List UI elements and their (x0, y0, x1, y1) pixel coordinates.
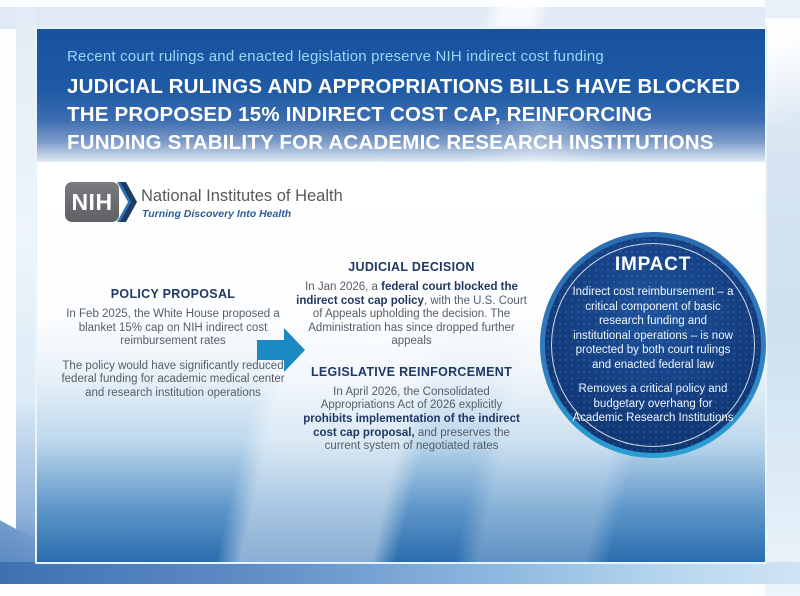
impact-paragraph-1: Indirect cost reimbursement – a critical… (572, 286, 734, 371)
header-subtitle: Recent court rulings and enacted legisla… (67, 48, 604, 65)
left-accent-band (16, 7, 37, 584)
nih-logo-mark: NIH (65, 182, 119, 222)
judicial-text-bold-part: federal court blocked the indirect cost … (296, 281, 518, 307)
impact-paragraph-2: Removes a critical policy and budgetary … (572, 383, 734, 425)
nih-logo-tagline: Turning Discovery Into Health (142, 208, 292, 220)
legislative-text-bold-part: prohibits implementation of the indirect… (303, 412, 520, 439)
header-diagonal-accent (345, 120, 765, 162)
impact-content: IMPACT Indirect cost reimbursement – a c… (560, 252, 746, 438)
header-title-line: THE PROPOSED 15% INDIRECT COST CAP, REIN… (67, 103, 653, 126)
legislative-text-part: In April 2026, the Consolidated Appropri… (320, 385, 503, 412)
policy-proposal-column: POLICY PROPOSAL In Feb 2025, the White H… (58, 287, 288, 411)
nih-logo-name: National Institutes of Health (141, 187, 343, 205)
legislative-reinforcement-paragraph: In April 2026, the Consolidated Appropri… (295, 386, 528, 454)
policy-proposal-paragraph-1: In Feb 2025, the White House proposed a … (66, 308, 280, 348)
infographic-card: Recent court rulings and enacted legisla… (35, 27, 767, 564)
legislative-reinforcement-heading: LEGISLATIVE REINFORCEMENT (310, 364, 513, 379)
top-diagonal-accent (430, 7, 610, 29)
legislative-text-part: and preserves the current system of nego… (324, 426, 510, 453)
nih-logo-acronym: NIH (71, 188, 113, 215)
judicial-text-part: , with the U.S. Court of Appeals upholdi… (308, 294, 527, 348)
judicial-decision-heading: JUDICIAL DECISION (348, 260, 475, 274)
flow-arrow-icon (257, 328, 305, 372)
rulings-column: JUDICIAL DECISION In Jan 2026, a federal… (295, 260, 528, 465)
right-diagonal-accent (765, 18, 800, 168)
policy-proposal-heading: POLICY PROPOSAL (110, 287, 236, 301)
nih-chevron-icon (117, 182, 137, 222)
judicial-text-part: In Jan 2026, a (305, 281, 382, 293)
top-accent-band (0, 7, 800, 29)
flow-arrow-shaft (257, 340, 284, 360)
header-title-line: JUDICIAL RULINGS AND APPROPRIATIONS BILL… (67, 75, 741, 98)
impact-circle-inner-ring (551, 243, 755, 447)
bottom-accent-band (0, 562, 800, 584)
policy-proposal-paragraph-2: The policy would have significantly redu… (61, 359, 285, 399)
flow-arrow-head (284, 328, 305, 372)
judicial-decision-paragraph: In Jan 2026, a federal court blocked the… (295, 281, 528, 349)
header-title: JUDICIAL RULINGS AND APPROPRIATIONS BILL… (67, 73, 740, 157)
impact-heading: IMPACT (614, 254, 692, 276)
impact-circle: IMPACT Indirect cost reimbursement – a c… (540, 232, 766, 458)
header-banner: Recent court rulings and enacted legisla… (37, 29, 765, 162)
header-title-line: FUNDING STABILITY FOR ACADEMIC RESEARCH … (67, 131, 714, 154)
